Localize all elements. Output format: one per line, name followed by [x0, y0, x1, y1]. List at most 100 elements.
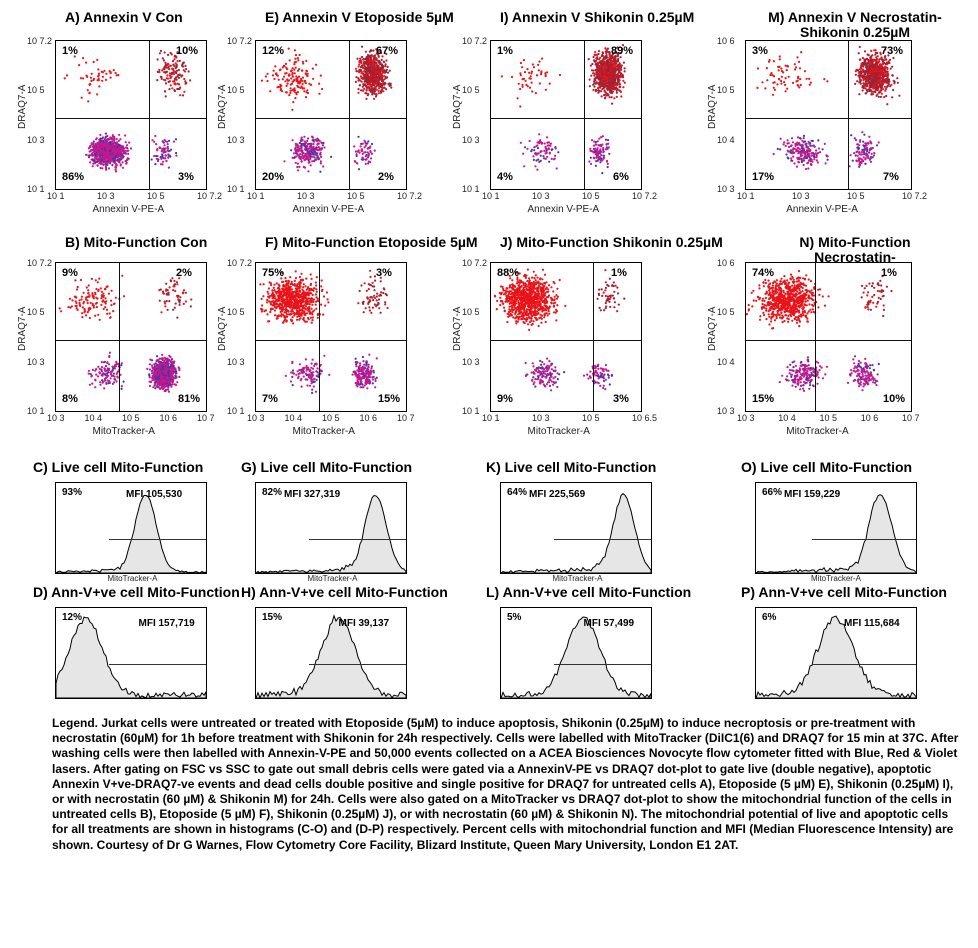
event-dot — [85, 296, 88, 299]
event-dot — [604, 138, 607, 141]
event-dot — [385, 52, 388, 55]
event-dot — [870, 71, 873, 74]
event-dot — [87, 100, 90, 103]
event-dot — [866, 150, 869, 153]
event-dot — [594, 79, 597, 82]
event-dot — [301, 76, 304, 79]
event-dot — [756, 67, 760, 70]
event-dot — [889, 85, 892, 88]
event-dot — [792, 155, 795, 158]
event-dot — [544, 88, 547, 91]
event-dot — [124, 141, 127, 144]
event-dot — [876, 85, 879, 88]
event-dot — [91, 368, 94, 371]
event-dot — [865, 57, 868, 61]
event-dot — [777, 77, 780, 81]
event-dot — [364, 68, 367, 71]
event-dot — [877, 76, 880, 80]
event-dot — [125, 149, 129, 152]
event-dot — [91, 159, 94, 162]
event-dot — [609, 56, 612, 59]
event-dot — [184, 300, 187, 303]
event-dot — [153, 363, 156, 366]
event-dot — [787, 75, 790, 78]
event-dot — [617, 57, 620, 60]
y-tick-label: 10 6 — [717, 36, 735, 46]
event-dot — [529, 77, 532, 80]
event-dot — [864, 82, 867, 85]
event-dot — [87, 291, 90, 295]
event-dot — [517, 82, 520, 85]
event-dot — [165, 282, 168, 285]
event-dot — [284, 80, 287, 83]
event-dot — [100, 158, 103, 162]
event-dot — [891, 65, 894, 68]
event-dot — [305, 148, 308, 151]
event-dot — [865, 92, 868, 95]
event-dot — [94, 379, 97, 382]
event-dot — [530, 81, 533, 84]
event-dot — [97, 153, 100, 157]
event-dot — [297, 59, 300, 62]
event-dot — [115, 380, 118, 383]
event-dot — [602, 156, 606, 159]
x-axis-label-E: Annexin V-PE-A — [292, 204, 365, 215]
event-dot — [102, 163, 105, 166]
event-dot — [869, 147, 873, 150]
event-dot — [857, 74, 860, 77]
event-dot — [115, 362, 118, 365]
event-dot — [858, 165, 861, 168]
event-dot — [787, 145, 791, 149]
event-dot — [374, 88, 377, 91]
event-dot — [90, 277, 93, 280]
event-dot — [86, 89, 89, 92]
event-dot — [95, 160, 98, 164]
event-dot — [79, 304, 82, 307]
event-dot — [269, 90, 272, 93]
quadrant-pct: 3% — [752, 45, 768, 57]
event-dot — [590, 162, 593, 165]
event-dot — [789, 145, 793, 148]
event-dot — [772, 152, 775, 156]
event-dot — [360, 61, 363, 65]
event-dot — [368, 89, 371, 92]
event-dot — [311, 147, 314, 150]
event-dot — [601, 135, 604, 138]
event-dot — [599, 62, 602, 65]
event-dot — [601, 54, 604, 57]
event-dot — [104, 141, 107, 145]
event-dot — [373, 82, 376, 85]
event-dot — [364, 76, 367, 79]
event-dot — [91, 304, 94, 307]
event-dot — [154, 387, 157, 390]
event-dot — [608, 96, 611, 99]
x-axis-label-I: Annexin V-PE-A — [527, 204, 600, 215]
event-dot — [521, 66, 524, 69]
event-dot — [600, 95, 603, 98]
event-dot — [358, 168, 361, 171]
y-tick-label: 10 1 — [27, 184, 45, 194]
event-dot — [167, 147, 170, 150]
event-dot — [163, 90, 166, 93]
quadrant-pct: 89% — [611, 45, 634, 57]
event-dot — [79, 77, 82, 80]
event-dot — [97, 288, 100, 291]
event-dot — [374, 79, 377, 82]
event-dot — [597, 50, 601, 53]
event-dot — [854, 154, 857, 157]
event-dot — [88, 150, 91, 153]
event-dot — [856, 80, 859, 83]
event-dot — [305, 70, 308, 73]
event-dot — [620, 48, 624, 51]
event-dot — [299, 86, 302, 89]
event-dot — [363, 83, 367, 86]
event-dot — [766, 79, 769, 82]
event-dot — [118, 151, 121, 155]
event-dot — [878, 58, 881, 61]
event-dot — [860, 158, 863, 161]
event-dot — [74, 304, 77, 308]
event-dot — [605, 63, 608, 66]
event-dot — [618, 82, 621, 85]
event-dot — [546, 141, 549, 144]
event-dot — [96, 281, 99, 284]
